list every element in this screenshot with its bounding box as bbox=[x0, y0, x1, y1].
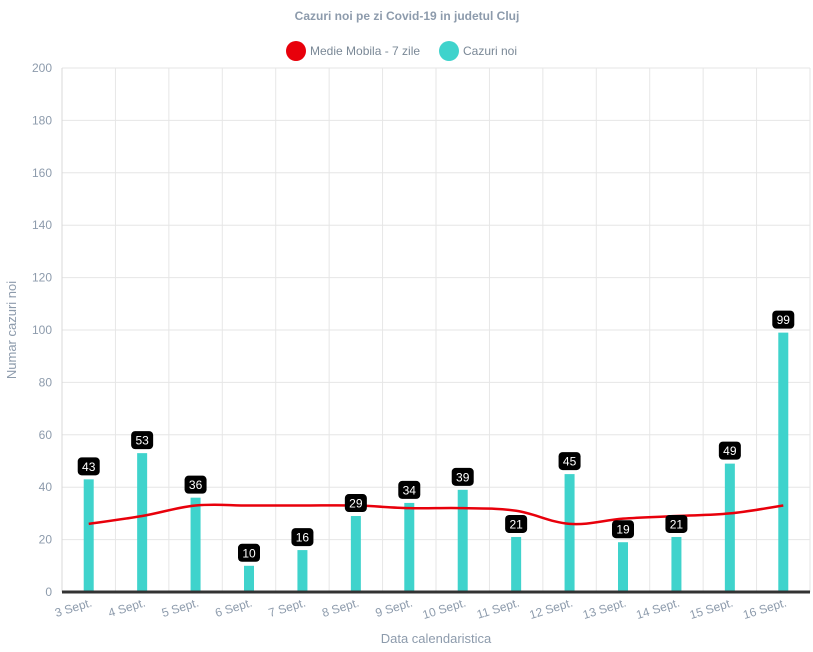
bars-series-new-cases bbox=[83, 332, 789, 592]
data-label-text: 53 bbox=[135, 434, 149, 448]
y-tick-label: 180 bbox=[32, 113, 52, 127]
y-tick-label: 20 bbox=[39, 533, 53, 547]
data-label: 29 bbox=[344, 494, 367, 513]
x-tick-label: 13 Sept. bbox=[581, 595, 628, 621]
x-tick-label: 12 Sept. bbox=[528, 595, 575, 621]
data-label-text: 21 bbox=[509, 517, 523, 531]
x-tick-label: 14 Sept. bbox=[634, 595, 681, 621]
legend-item-moving-average[interactable]: Medie Mobila - 7 zile bbox=[286, 41, 420, 61]
data-label-text: 39 bbox=[456, 470, 470, 484]
data-label-text: 19 bbox=[616, 523, 630, 537]
y-axis-title: Numar cazuri noi bbox=[4, 281, 19, 379]
x-tick-label: 6 Sept. bbox=[213, 595, 253, 620]
data-label-box bbox=[558, 452, 581, 471]
y-tick-label: 120 bbox=[32, 271, 52, 285]
grid bbox=[61, 67, 811, 592]
bar[interactable] bbox=[618, 542, 628, 592]
bar[interactable] bbox=[244, 565, 254, 592]
data-label-box bbox=[238, 543, 260, 562]
bar[interactable] bbox=[671, 536, 682, 592]
data-label-box bbox=[772, 310, 795, 329]
bar[interactable] bbox=[778, 332, 789, 592]
x-tick-label: 5 Sept. bbox=[160, 595, 200, 620]
data-label: 21 bbox=[665, 514, 688, 533]
data-label-box bbox=[291, 528, 314, 547]
bar[interactable] bbox=[511, 536, 522, 592]
bar[interactable] bbox=[297, 550, 308, 592]
bar[interactable] bbox=[350, 516, 361, 592]
legend-label-new-cases: Cazuri noi bbox=[463, 44, 517, 58]
x-axis-ticks: 3 Sept. 4 Sept. 5 Sept. 6 Sept. 7 Sept. 8 Sep… bbox=[53, 595, 788, 621]
x-tick-label: 10 Sept. bbox=[421, 595, 468, 621]
data-label: 99 bbox=[772, 310, 795, 329]
data-label: 34 bbox=[398, 480, 421, 499]
data-label-text: 16 bbox=[296, 531, 310, 545]
y-tick-label: 160 bbox=[32, 166, 52, 180]
data-label-text: 43 bbox=[82, 460, 96, 474]
bar[interactable] bbox=[404, 502, 415, 592]
data-label: 19 bbox=[612, 520, 634, 539]
chart-title: Cazuri noi pe zi Covid-19 in judetul Clu… bbox=[295, 9, 520, 23]
x-tick-label: 8 Sept. bbox=[320, 595, 360, 620]
data-label: 53 bbox=[131, 431, 154, 450]
data-label-text: 45 bbox=[563, 455, 577, 469]
data-label-box bbox=[718, 441, 741, 460]
data-label-box bbox=[131, 431, 154, 450]
legend-item-new-cases[interactable]: Cazuri noi bbox=[439, 41, 517, 61]
legend-marker-moving-average bbox=[286, 41, 306, 61]
bar[interactable] bbox=[190, 497, 201, 592]
data-label-text: 10 bbox=[242, 546, 256, 560]
data-label-text: 34 bbox=[403, 483, 417, 497]
data-label-box bbox=[451, 467, 474, 486]
data-label-text: 49 bbox=[723, 444, 737, 458]
data-label-box bbox=[612, 520, 634, 539]
x-tick-label: 11 Sept. bbox=[475, 595, 521, 621]
y-tick-label: 200 bbox=[32, 61, 52, 75]
data-label: 16 bbox=[291, 528, 314, 547]
bar[interactable] bbox=[83, 479, 94, 592]
data-label-box bbox=[505, 514, 528, 533]
bar[interactable] bbox=[457, 489, 468, 592]
x-axis-title: Data calendaristica bbox=[381, 631, 492, 646]
x-tick-label: 16 Sept. bbox=[741, 595, 788, 621]
data-label-text: 36 bbox=[189, 478, 203, 492]
data-label-box bbox=[665, 514, 688, 533]
data-label: 45 bbox=[558, 452, 581, 471]
data-label-text: 21 bbox=[670, 517, 684, 531]
x-tick-label: 9 Sept. bbox=[374, 595, 414, 620]
data-label: 39 bbox=[451, 467, 474, 486]
x-tick-label: 3 Sept. bbox=[53, 595, 93, 620]
data-label: 43 bbox=[77, 457, 100, 476]
x-tick-label: 7 Sept. bbox=[267, 595, 307, 620]
bar-data-labels: 43 53 36 10 16 29 34 39 21 45 19 21 49 99 bbox=[77, 310, 795, 562]
data-label-text: 99 bbox=[777, 313, 791, 327]
legend-marker-new-cases bbox=[439, 41, 459, 61]
bar[interactable] bbox=[137, 453, 148, 592]
data-label: 21 bbox=[505, 514, 528, 533]
y-tick-label: 60 bbox=[39, 428, 53, 442]
legend-label-moving-average: Medie Mobila - 7 zile bbox=[310, 44, 420, 58]
data-label-box bbox=[184, 475, 207, 494]
bar[interactable] bbox=[564, 474, 575, 592]
y-tick-label: 0 bbox=[45, 585, 52, 599]
y-tick-label: 40 bbox=[39, 480, 53, 494]
y-tick-label: 140 bbox=[32, 218, 52, 232]
bar[interactable] bbox=[724, 463, 735, 592]
y-tick-label: 100 bbox=[32, 323, 52, 337]
y-axis-ticks: 0 20 40 60 80 100 120 140 160 180 200 bbox=[32, 61, 52, 599]
data-label-text: 29 bbox=[349, 497, 363, 511]
legend: Medie Mobila - 7 zile Cazuri noi bbox=[286, 41, 517, 61]
y-tick-label: 80 bbox=[39, 375, 53, 389]
data-label: 36 bbox=[184, 475, 207, 494]
data-label-box bbox=[344, 494, 367, 513]
data-label-box bbox=[77, 457, 100, 476]
x-tick-label: 15 Sept. bbox=[688, 595, 735, 621]
data-label: 49 bbox=[718, 441, 741, 460]
data-label: 10 bbox=[238, 543, 260, 562]
x-tick-label: 4 Sept. bbox=[107, 595, 147, 620]
data-label-box bbox=[398, 480, 421, 499]
